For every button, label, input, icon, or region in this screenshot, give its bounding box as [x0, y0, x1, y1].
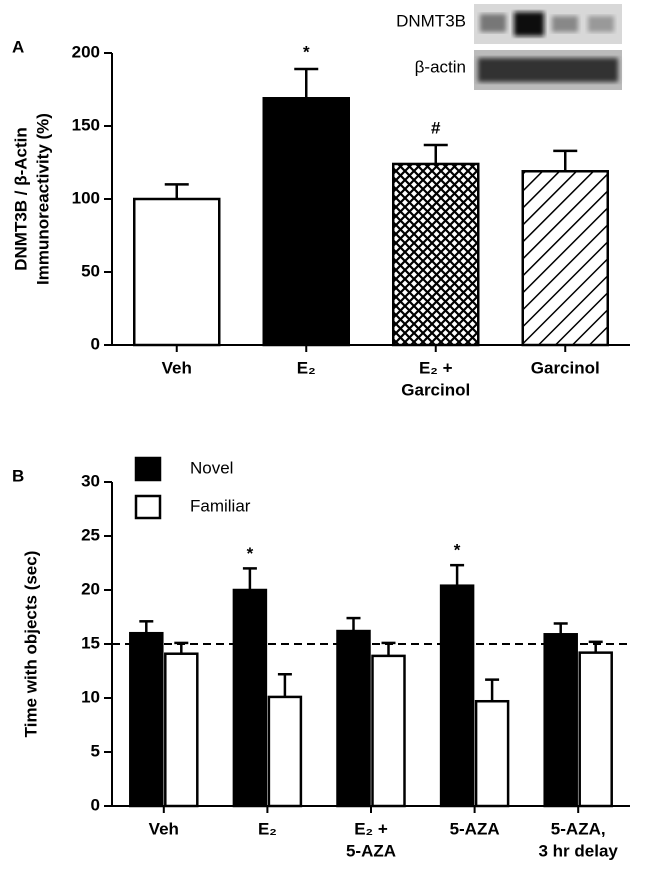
x-tick-label: E₂ + [419, 358, 453, 377]
legend-label: Familiar [190, 496, 251, 515]
bar [578, 651, 613, 808]
legend-label: Novel [190, 458, 233, 477]
bar [371, 654, 406, 808]
y-tick-label: 100 [72, 188, 100, 207]
y-axis-label: Immunoreactivity (%) [33, 113, 52, 285]
inset-label: β-actin [415, 57, 466, 76]
bar [267, 695, 303, 808]
y-tick-label: 150 [72, 115, 100, 134]
bar [232, 588, 268, 808]
bar [543, 633, 578, 808]
bar [164, 652, 199, 808]
bar [439, 584, 475, 808]
y-tick-label: 15 [81, 633, 100, 652]
legend-swatch [134, 456, 162, 482]
bar [262, 97, 350, 347]
x-tick-label: 3 hr delay [539, 841, 619, 860]
x-tick-label: E₂ + [354, 819, 388, 838]
y-axis-label: DNMT3B / β-Actin [11, 127, 30, 271]
y-tick-label: 10 [81, 687, 100, 706]
y-tick-label: 200 [72, 42, 100, 61]
bar [336, 629, 371, 808]
panel-label: A [12, 37, 24, 56]
y-tick-label: 25 [81, 525, 100, 544]
panel-label: B [12, 466, 24, 485]
x-tick-label: Garcinol [401, 380, 470, 399]
y-tick-label: 30 [81, 471, 100, 490]
legend-swatch [134, 494, 162, 520]
y-axis-label: Time with objects (sec) [21, 551, 40, 738]
y-tick-label: 50 [81, 261, 100, 280]
significance-marker: * [303, 43, 310, 62]
bar [129, 631, 164, 808]
blot-image [474, 4, 622, 90]
inset-label: DNMT3B [396, 11, 466, 30]
x-tick-label: Veh [149, 819, 179, 838]
x-tick-label: 5-AZA [450, 819, 500, 838]
y-tick-label: 0 [91, 334, 100, 353]
x-tick-label: E₂ [297, 358, 316, 377]
bar [521, 170, 609, 347]
x-tick-label: E₂ [258, 819, 277, 838]
significance-marker: * [454, 541, 461, 560]
x-tick-label: Garcinol [531, 358, 600, 377]
y-tick-label: 0 [91, 795, 100, 814]
x-tick-label: 5-AZA [346, 841, 396, 860]
significance-marker: * [247, 544, 254, 563]
significance-marker: # [431, 118, 441, 137]
x-tick-label: Veh [162, 358, 192, 377]
bar [133, 197, 221, 347]
y-tick-label: 20 [81, 579, 100, 598]
bar [474, 699, 510, 808]
x-tick-label: 5-AZA, [551, 819, 606, 838]
y-tick-label: 5 [91, 741, 100, 760]
bar [392, 162, 480, 347]
